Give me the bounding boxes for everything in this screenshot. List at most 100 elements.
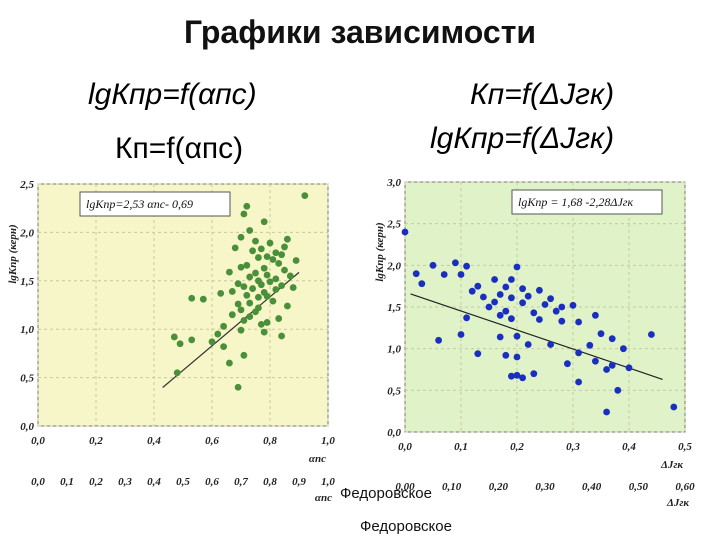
plot-area [37, 183, 329, 427]
x-axis-label: αпс [309, 453, 326, 465]
right-chart-panel: 0,0 0,1 0,2 0,3 0,4 0,5 0,0 0,5 1,0 1,5 2,0 2,5 3,0 Δ… [350, 160, 695, 540]
data-point [234, 300, 242, 308]
data-point [266, 278, 274, 286]
scatter-chart-dj: 0,0 0,1 0,2 0,3 0,4 0,5 0,0 0,5 1,0 1,5 2,0 2,5 3,0 Δ… [374, 177, 695, 509]
data-point [485, 303, 493, 311]
data-point [278, 332, 285, 340]
data-point [412, 270, 420, 278]
formula-kp-dj: Кп=f(ΔJгк) [470, 78, 615, 111]
y-axis-label: lgKпр (керн) [7, 224, 19, 283]
x-tick-label: 0,4 [622, 441, 636, 453]
data-point [272, 286, 280, 293]
data-point [217, 289, 225, 297]
data-point [452, 259, 459, 267]
data-point [592, 311, 599, 319]
data-point [524, 341, 532, 348]
data-point [474, 282, 482, 290]
data-point [266, 239, 274, 247]
x-tick-label: 0,4 [147, 435, 161, 447]
trendline-equation: lgKпр=2,53 αпс- 0,69 [86, 197, 193, 211]
data-point [519, 299, 526, 307]
data-point [208, 338, 216, 346]
secondary-x-tick-label: 0,4 [147, 476, 161, 488]
trendline-equation: lgKпр = 1,68 -2,28ΔJгк [518, 195, 633, 209]
y-tick-label: 2,0 [19, 227, 34, 239]
data-point [513, 371, 521, 379]
secondary-x-tick-label: 0,60 [675, 481, 695, 493]
y-tick-label: 0,0 [387, 427, 401, 439]
data-point [592, 357, 599, 365]
data-point [558, 303, 566, 311]
data-point [188, 294, 196, 302]
y-tick-label: 3,0 [386, 177, 401, 189]
x-axis-label: ΔJгк [660, 459, 683, 471]
data-point [260, 264, 268, 272]
data-point [496, 291, 504, 298]
data-point [226, 268, 233, 276]
data-point [237, 263, 245, 271]
data-point [243, 202, 251, 210]
data-point [536, 286, 543, 294]
data-point [260, 328, 268, 336]
data-point [508, 294, 515, 302]
data-point [272, 249, 280, 257]
data-point [558, 317, 566, 325]
data-point [286, 272, 294, 280]
y-tick-label: 1,0 [20, 324, 34, 336]
secondary-x-tick-label: 0,10 [442, 481, 462, 493]
secondary-x-tick-label: 0,20 [489, 481, 509, 493]
secondary-x-tick-label: 0,2 [89, 476, 103, 488]
data-point [289, 284, 297, 291]
y-axis-label: lgKпр (керн) [374, 222, 386, 281]
data-point [284, 302, 291, 310]
data-point [524, 292, 532, 300]
data-point [255, 254, 262, 261]
data-point [237, 233, 245, 241]
data-point [502, 351, 510, 359]
x-tick-label: 1,0 [321, 435, 335, 447]
data-point [237, 306, 245, 314]
data-point [608, 361, 616, 369]
data-point [541, 301, 549, 308]
y-tick-label: 1,5 [387, 302, 401, 314]
y-tick-label: 0,0 [20, 421, 34, 433]
data-point [575, 349, 582, 357]
data-point [263, 292, 271, 300]
data-point [457, 331, 465, 338]
data-point [670, 403, 678, 411]
data-point [269, 256, 277, 263]
data-point [173, 369, 181, 377]
data-point [480, 293, 487, 301]
data-point [513, 353, 521, 361]
data-point [491, 298, 498, 306]
data-point [226, 359, 233, 367]
data-point [440, 271, 448, 278]
data-point [246, 227, 254, 234]
data-point [575, 378, 582, 386]
y-tick-label: 1,0 [387, 344, 401, 356]
secondary-x-tick-label: 0,1 [60, 476, 74, 488]
secondary-x-tick-label: 0,7 [234, 476, 248, 488]
x-tick-label: 0,2 [510, 441, 524, 453]
y-tick-label: 2,0 [386, 260, 401, 272]
data-point [275, 259, 283, 267]
data-point [228, 311, 236, 319]
x-tick-label: 0,3 [566, 441, 580, 453]
data-point [502, 283, 510, 291]
data-point [603, 408, 610, 416]
data-point [220, 322, 228, 330]
data-point [519, 285, 526, 293]
data-point [508, 315, 515, 323]
data-point [257, 245, 265, 253]
x-tick-label: 0,0 [31, 435, 45, 447]
data-point [275, 315, 283, 322]
data-point [237, 326, 245, 334]
data-point [463, 314, 470, 322]
data-point [188, 336, 196, 344]
x-tick-label: 0,6 [205, 435, 219, 447]
data-point [508, 276, 515, 283]
data-point [269, 297, 277, 305]
data-point [252, 237, 259, 245]
data-point [457, 271, 465, 278]
x-tick-label: 0,0 [398, 441, 412, 453]
